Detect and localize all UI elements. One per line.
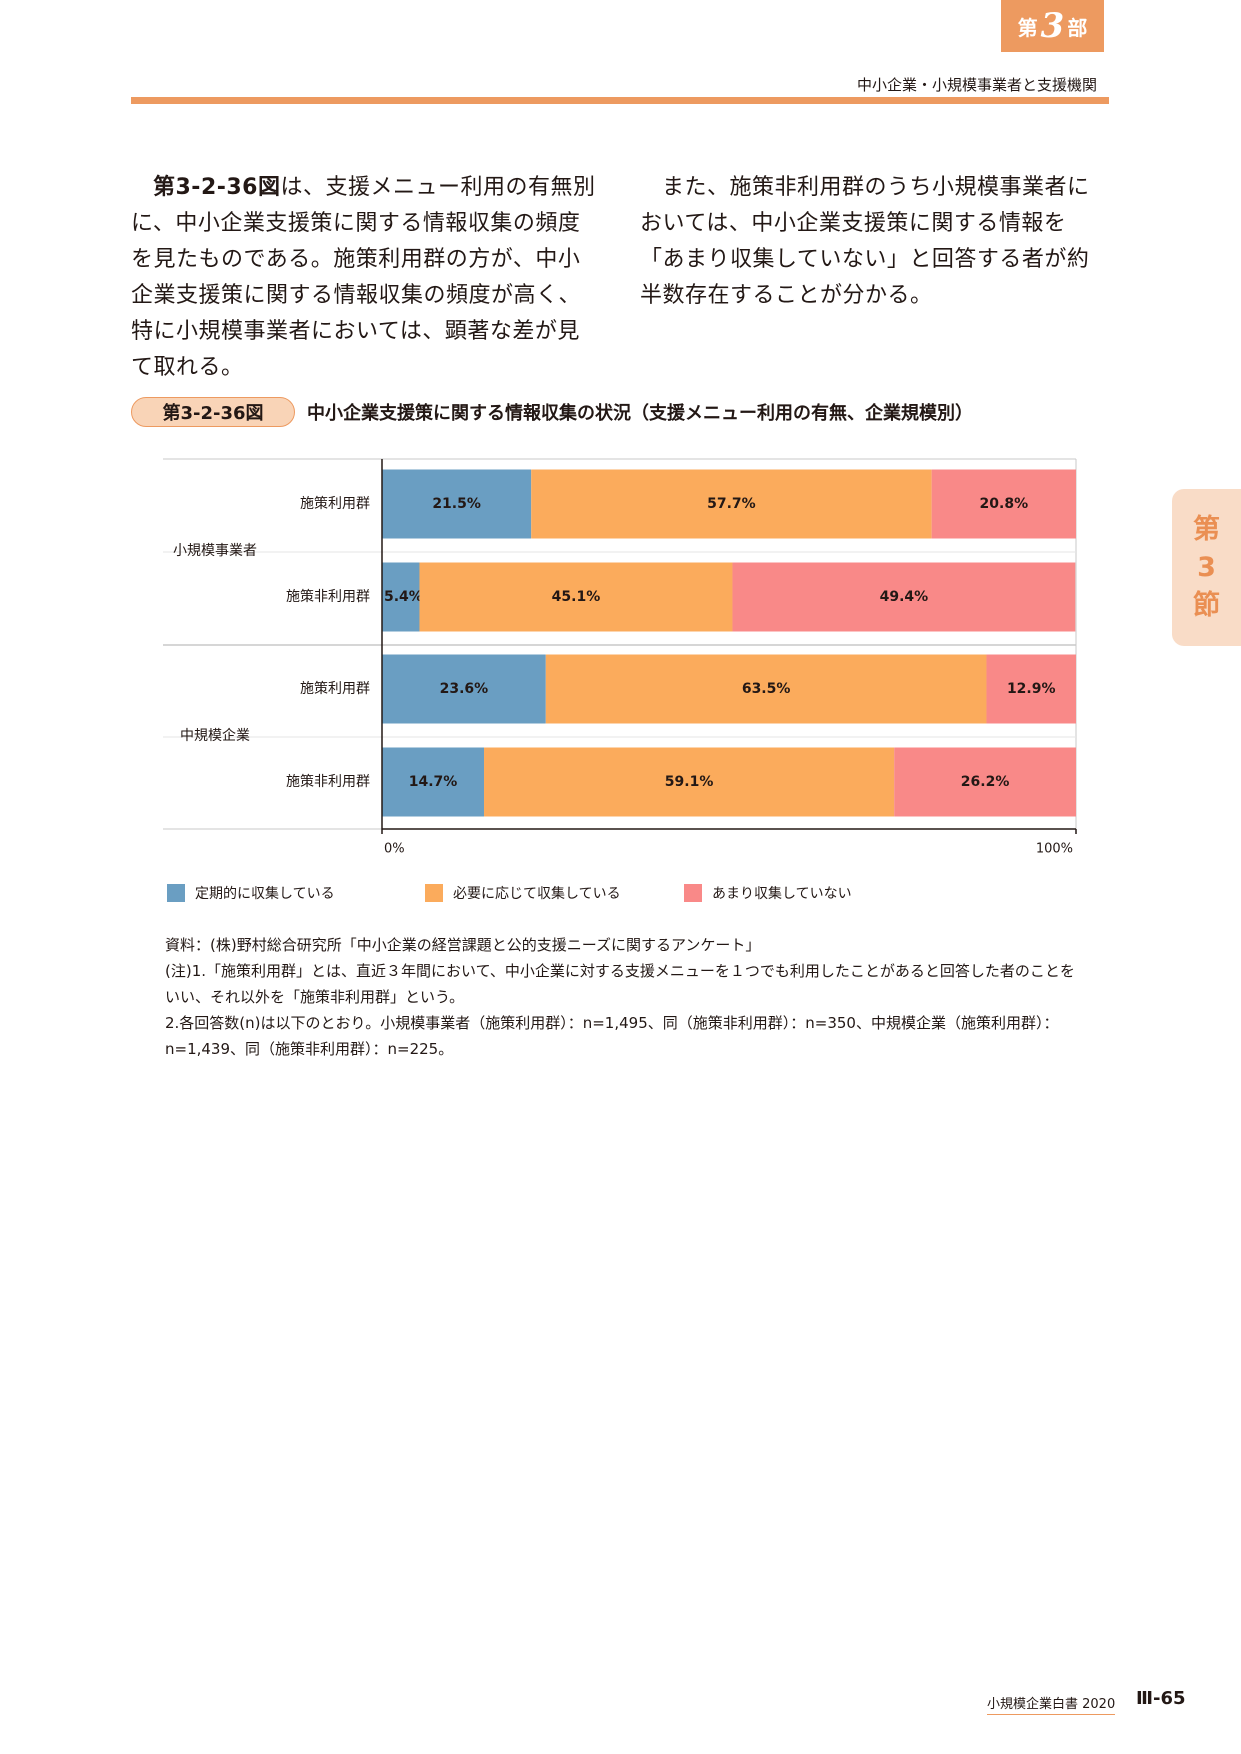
footer-book-title: 小規模企業白書 2020 bbox=[987, 1693, 1116, 1715]
bar-r0-s2 bbox=[931, 469, 1076, 539]
row-label-0: 施策利用群 bbox=[300, 495, 370, 512]
part-prefix: 第 bbox=[1017, 15, 1038, 40]
bar-r0-s0 bbox=[382, 469, 532, 539]
figure-notes: 資料：(株)野村総合研究所「中小企業の経営課題と公的支援ニーズに関するアンケート… bbox=[165, 932, 1085, 1062]
bar-r2-s2 bbox=[986, 654, 1076, 724]
section-header: 中小企業・小規模事業者と支援機関 bbox=[856, 76, 1097, 94]
bar-label-r1-s0: 5.4% bbox=[384, 589, 423, 605]
x-tick-label-0: 0% bbox=[384, 842, 405, 857]
legend-label-0: 定期的に収集している bbox=[195, 886, 335, 902]
legend-label-2: あまり収集していない bbox=[712, 886, 852, 902]
side-tab-line2: 3 bbox=[1197, 551, 1216, 583]
bar-r3-s0 bbox=[382, 747, 485, 817]
legend-swatch-0 bbox=[167, 884, 185, 902]
page-number: Ⅲ-65 bbox=[1136, 1688, 1186, 1709]
legend-item-2: あまり収集していない bbox=[684, 882, 852, 904]
bar-label-r3-s0: 14.7% bbox=[409, 774, 458, 790]
bar-label-r3-s2: 26.2% bbox=[961, 774, 1010, 790]
bar-r3-s1 bbox=[484, 747, 895, 817]
body-column-1: 第3-2-36図は、支援メニュー利用の有無別に、中小企業支援策に関する情報収集の… bbox=[131, 170, 601, 386]
stacked-bar-chart: 21.5% 57.7% 20.8% 施策利用群 5.4% 45.1% 49.4% 施策非利用群… bbox=[163, 458, 1077, 857]
bar-r1-s0 bbox=[382, 562, 420, 632]
figure-title: 中小企業支援策に関する情報収集の状況（支援メニュー利用の有無、企業規模別） bbox=[307, 403, 973, 424]
bar-r3-s2 bbox=[894, 747, 1076, 817]
figure-reference: 第3-2-36図 bbox=[153, 175, 281, 200]
header-rule bbox=[131, 97, 1109, 104]
x-tick-label-100: 100% bbox=[1036, 842, 1073, 857]
body-column-2: また、施策非利用群のうち小規模事業者においては、中小企業支援策に関する情報を「あ… bbox=[640, 170, 1110, 314]
bar-r1-s1 bbox=[419, 562, 733, 632]
note-1: (注)1.「施策利用群」とは、直近３年間において、中小企業に対する支援メニューを… bbox=[165, 962, 1075, 1006]
side-tab-line1: 第 bbox=[1193, 513, 1220, 545]
row-label-3: 施策非利用群 bbox=[286, 773, 370, 790]
row-label-2: 施策利用群 bbox=[300, 680, 370, 697]
bar-label-r0-s0: 21.5% bbox=[432, 496, 481, 512]
bar-r2-s1 bbox=[545, 654, 987, 724]
body-text-2: また、施策非利用群のうち小規模事業者においては、中小企業支援策に関する情報を「あ… bbox=[640, 175, 1090, 308]
legend-swatch-2 bbox=[684, 884, 702, 902]
bar-label-r2-s2: 12.9% bbox=[1007, 681, 1056, 697]
bar-r2-s0 bbox=[382, 654, 546, 724]
bar-label-r0-s1: 57.7% bbox=[707, 496, 756, 512]
note-2: 2.各回答数(n)は以下のとおり。小規模事業者（施策利用群）：n=1,495、同… bbox=[165, 1014, 1059, 1058]
figure-number: 第3-2-36図 bbox=[131, 397, 295, 427]
body-text-1: は、支援メニュー利用の有無別に、中小企業支援策に関する情報収集の頻度を見たもので… bbox=[131, 175, 596, 380]
group-label-0: 小規模事業者 bbox=[173, 543, 257, 559]
part-suffix: 部 bbox=[1067, 15, 1088, 40]
bar-label-r2-s1: 63.5% bbox=[742, 681, 791, 697]
bar-label-r0-s2: 20.8% bbox=[980, 496, 1029, 512]
part-tab: 第 3 部 bbox=[1001, 0, 1104, 52]
legend-item-1: 必要に応じて収集している bbox=[425, 882, 621, 904]
bar-r1-s2 bbox=[732, 562, 1076, 632]
part-number: 3 bbox=[1040, 6, 1065, 46]
row-label-1: 施策非利用群 bbox=[286, 588, 370, 605]
bar-label-r2-s0: 23.6% bbox=[440, 681, 489, 697]
legend-label-1: 必要に応じて収集している bbox=[453, 886, 621, 902]
group-label-1: 中規模企業 bbox=[180, 727, 250, 744]
bar-label-r1-s1: 45.1% bbox=[552, 589, 601, 605]
bar-r0-s1 bbox=[531, 469, 932, 539]
source-note: 資料：(株)野村総合研究所「中小企業の経営課題と公的支援ニーズに関するアンケート… bbox=[165, 936, 761, 954]
bar-label-r1-s2: 49.4% bbox=[880, 589, 929, 605]
legend-swatch-1 bbox=[425, 884, 443, 902]
side-tab-line3: 節 bbox=[1193, 589, 1220, 621]
section-side-tab: 第 3 節 bbox=[1172, 489, 1241, 646]
legend-item-0: 定期的に収集している bbox=[167, 882, 335, 904]
bar-label-r3-s1: 59.1% bbox=[665, 774, 714, 790]
figure-title-row: 第3-2-36図 中小企業支援策に関する情報収集の状況（支援メニュー利用の有無、… bbox=[131, 397, 973, 427]
